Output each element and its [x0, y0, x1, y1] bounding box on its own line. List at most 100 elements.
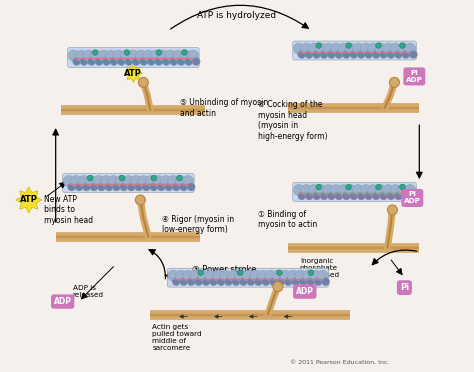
Text: ③ Power stroke: ③ Power stroke — [192, 265, 256, 274]
Polygon shape — [16, 187, 42, 213]
Circle shape — [92, 50, 98, 55]
Circle shape — [138, 77, 148, 87]
Circle shape — [335, 51, 343, 58]
Text: Inorganic
phosphate
is released: Inorganic phosphate is released — [300, 258, 339, 278]
Circle shape — [273, 270, 283, 281]
Circle shape — [357, 192, 365, 200]
Circle shape — [314, 278, 322, 286]
FancyBboxPatch shape — [63, 174, 194, 192]
Polygon shape — [124, 64, 142, 82]
Circle shape — [232, 278, 240, 286]
Circle shape — [128, 183, 136, 191]
Circle shape — [397, 43, 409, 54]
Text: Pi
ADP: Pi ADP — [406, 70, 423, 83]
Circle shape — [157, 183, 165, 191]
Text: © 2011 Pearson Education, Inc.: © 2011 Pearson Education, Inc. — [290, 359, 389, 364]
Circle shape — [63, 176, 74, 186]
Circle shape — [187, 183, 195, 191]
Circle shape — [307, 278, 315, 286]
Circle shape — [317, 270, 328, 281]
Circle shape — [156, 50, 162, 55]
Circle shape — [287, 270, 298, 281]
Circle shape — [118, 58, 126, 65]
Circle shape — [298, 51, 306, 58]
Circle shape — [71, 176, 82, 186]
Circle shape — [225, 278, 233, 286]
Circle shape — [342, 51, 350, 58]
Circle shape — [402, 192, 410, 200]
Circle shape — [328, 192, 336, 200]
Circle shape — [119, 175, 125, 181]
Circle shape — [390, 43, 401, 54]
Circle shape — [346, 184, 351, 190]
Text: ⑥ Cocking of the
myosin head
(myosin in
high-energy form): ⑥ Cocking of the myosin head (myosin in … — [258, 100, 328, 141]
Circle shape — [365, 51, 373, 58]
Circle shape — [76, 50, 87, 61]
Circle shape — [293, 185, 304, 195]
Circle shape — [105, 183, 113, 191]
Circle shape — [135, 183, 143, 191]
Circle shape — [123, 176, 134, 186]
Circle shape — [78, 176, 89, 186]
FancyBboxPatch shape — [167, 268, 328, 287]
Circle shape — [277, 278, 285, 286]
Circle shape — [110, 58, 118, 65]
Circle shape — [108, 176, 119, 186]
Text: Pi: Pi — [400, 283, 409, 292]
Text: ADP is
released: ADP is released — [73, 285, 104, 298]
Circle shape — [162, 58, 170, 65]
Circle shape — [170, 58, 178, 65]
Circle shape — [387, 51, 395, 58]
Circle shape — [158, 50, 169, 61]
Circle shape — [173, 50, 184, 61]
Circle shape — [239, 278, 247, 286]
Text: New ATP
binds to
myosin head: New ATP binds to myosin head — [44, 195, 93, 225]
FancyBboxPatch shape — [68, 48, 199, 67]
Circle shape — [172, 183, 180, 191]
Circle shape — [316, 185, 327, 195]
Circle shape — [293, 43, 304, 54]
Circle shape — [142, 183, 150, 191]
Circle shape — [372, 192, 380, 200]
Circle shape — [140, 58, 148, 65]
Circle shape — [387, 192, 395, 200]
Circle shape — [146, 176, 156, 186]
Circle shape — [346, 185, 356, 195]
Circle shape — [265, 270, 276, 281]
Circle shape — [387, 205, 397, 215]
Circle shape — [301, 185, 312, 195]
Circle shape — [372, 51, 380, 58]
Circle shape — [313, 192, 320, 200]
Circle shape — [177, 175, 182, 181]
Circle shape — [323, 43, 334, 54]
Circle shape — [153, 176, 164, 186]
Circle shape — [400, 43, 405, 48]
Circle shape — [330, 43, 341, 54]
Circle shape — [250, 270, 261, 281]
Circle shape — [210, 278, 218, 286]
Circle shape — [380, 51, 388, 58]
Circle shape — [320, 192, 328, 200]
Circle shape — [150, 50, 161, 61]
Circle shape — [368, 43, 379, 54]
Circle shape — [102, 58, 110, 65]
Circle shape — [255, 278, 263, 286]
Circle shape — [365, 192, 373, 200]
Circle shape — [342, 192, 350, 200]
Circle shape — [383, 43, 393, 54]
Circle shape — [125, 58, 133, 65]
Circle shape — [120, 50, 131, 61]
Circle shape — [380, 192, 388, 200]
Circle shape — [243, 270, 254, 281]
Circle shape — [298, 192, 306, 200]
Circle shape — [328, 51, 336, 58]
Circle shape — [147, 58, 155, 65]
Circle shape — [237, 270, 243, 275]
Text: ATP is hydrolyzed: ATP is hydrolyzed — [198, 11, 276, 20]
Circle shape — [124, 50, 130, 55]
Circle shape — [182, 176, 194, 186]
Circle shape — [323, 185, 334, 195]
Circle shape — [83, 50, 94, 61]
Circle shape — [128, 50, 139, 61]
Circle shape — [130, 176, 141, 186]
